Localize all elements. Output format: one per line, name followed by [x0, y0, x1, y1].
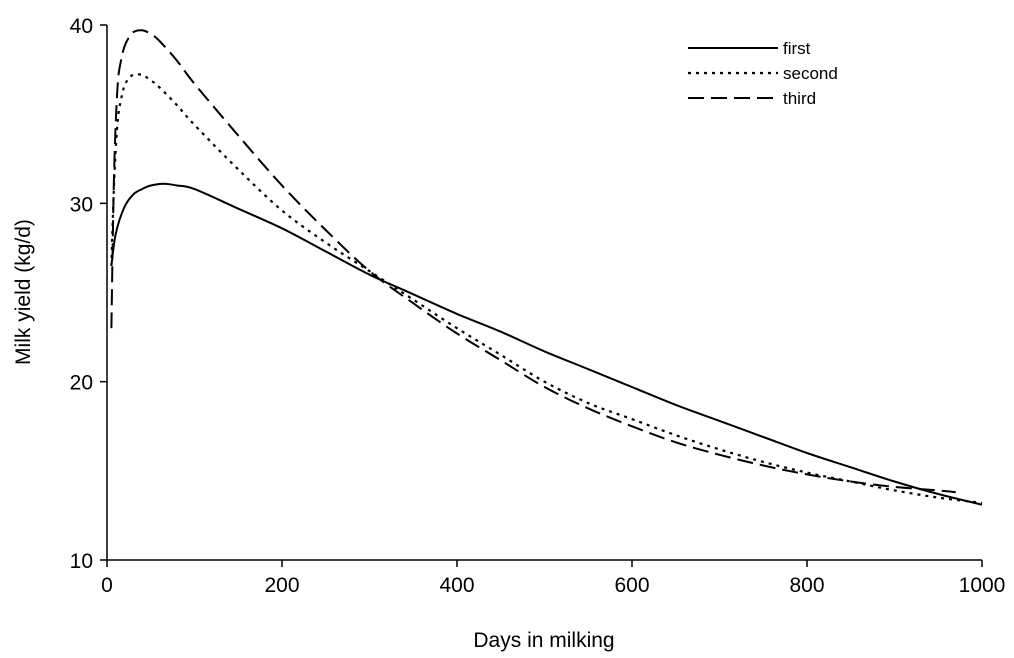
- series-line-second: [110, 73, 983, 504]
- x-tick-label: 600: [614, 574, 649, 597]
- x-tick-label: 200: [264, 574, 299, 597]
- axes: [106, 25, 982, 561]
- y-tick-label: 10: [70, 550, 93, 573]
- axis-ticks: 0 200 400 600 800 1000 10 20 30 40: [70, 15, 1006, 597]
- legend: first second third: [688, 39, 838, 108]
- series-line-third: [110, 29, 956, 494]
- x-tick-label: 1000: [959, 574, 1006, 597]
- series-line-first: [110, 182, 983, 506]
- legend-label-first: first: [783, 39, 811, 58]
- y-axis-title: Milk yield (kg/d): [12, 219, 35, 365]
- x-tick-label: 400: [439, 574, 474, 597]
- x-tick-label: 800: [789, 574, 824, 597]
- legend-label-second: second: [783, 64, 838, 83]
- y-tick-label: 20: [70, 372, 93, 395]
- y-tick-label: 30: [70, 193, 93, 216]
- legend-label-third: third: [783, 89, 816, 108]
- y-tick-label: 40: [70, 15, 93, 38]
- series-layer: [110, 29, 983, 506]
- x-axis-title: Days in milking: [473, 629, 614, 652]
- x-tick-label: 0: [101, 574, 113, 597]
